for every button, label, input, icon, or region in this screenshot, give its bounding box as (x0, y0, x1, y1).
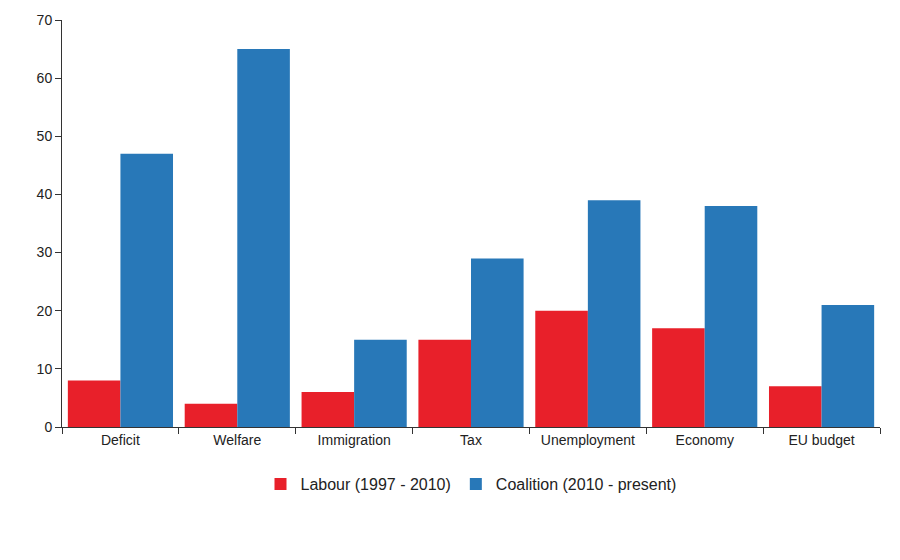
svg-text:70: 70 (37, 12, 53, 28)
svg-text:Deficit: Deficit (101, 432, 140, 448)
svg-text:50: 50 (37, 128, 53, 144)
svg-text:Labour (1997 - 2010): Labour (1997 - 2010) (301, 476, 451, 493)
svg-text:Welfare: Welfare (213, 432, 261, 448)
svg-text:Economy: Economy (676, 432, 734, 448)
svg-text:EU budget: EU budget (788, 432, 854, 448)
svg-text:Coalition (2010 - present): Coalition (2010 - present) (496, 476, 677, 493)
svg-text:Immigration: Immigration (318, 432, 391, 448)
svg-text:Tax: Tax (460, 432, 482, 448)
svg-text:Unemployment: Unemployment (541, 432, 635, 448)
svg-text:0: 0 (44, 419, 52, 435)
svg-text:40: 40 (37, 186, 53, 202)
svg-text:10: 10 (37, 361, 53, 377)
svg-text:20: 20 (37, 303, 53, 319)
svg-text:60: 60 (37, 70, 53, 86)
svg-text:30: 30 (37, 244, 53, 260)
